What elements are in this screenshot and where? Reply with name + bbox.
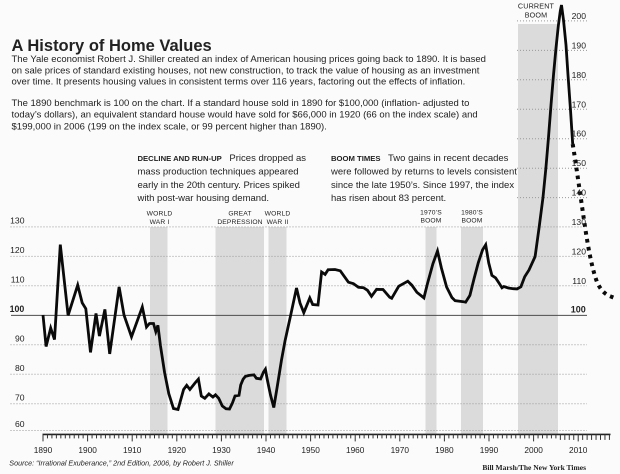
svg-text:1960: 1960 bbox=[346, 445, 365, 455]
svg-text:1890: 1890 bbox=[34, 445, 53, 455]
svg-text:BOOM: BOOM bbox=[420, 218, 441, 225]
svg-text:1900: 1900 bbox=[78, 445, 97, 455]
svg-text:A History of Home Values: A History of Home Values bbox=[12, 37, 212, 55]
svg-text:1910: 1910 bbox=[123, 445, 142, 455]
svg-text:WAR II: WAR II bbox=[267, 219, 289, 226]
svg-text:60: 60 bbox=[15, 419, 25, 429]
svg-text:over time. It presents housing: over time. It presents housing values in… bbox=[12, 77, 466, 88]
svg-text:WAR I: WAR I bbox=[150, 219, 170, 226]
svg-text:CURRENT: CURRENT bbox=[518, 2, 555, 11]
svg-text:80: 80 bbox=[15, 363, 25, 373]
svg-text:1980: 1980 bbox=[435, 445, 454, 455]
svg-text:100: 100 bbox=[10, 304, 25, 314]
svg-text:180: 180 bbox=[572, 70, 587, 80]
svg-text:on sale prices of standard exi: on sale prices of standard existing hous… bbox=[12, 65, 480, 76]
svg-text:today’s dollars), an equivalen: today’s dollars), an equivalent standard… bbox=[12, 110, 478, 121]
svg-text:90: 90 bbox=[15, 334, 25, 344]
svg-text:110: 110 bbox=[11, 275, 25, 285]
svg-text:1950: 1950 bbox=[301, 445, 320, 455]
svg-text:Bill Marsh/The New York Times: Bill Marsh/The New York Times bbox=[482, 463, 586, 472]
svg-text:early in the 20th century. Pri: early in the 20th century. Prices spiked bbox=[138, 180, 300, 191]
svg-text:1980’S: 1980’S bbox=[461, 210, 483, 217]
svg-text:190: 190 bbox=[572, 40, 587, 50]
svg-text:120: 120 bbox=[10, 245, 25, 255]
svg-text:110: 110 bbox=[572, 276, 586, 286]
svg-text:DEPRESSION: DEPRESSION bbox=[217, 219, 262, 226]
svg-text:The 1890 benchmark is 100 on t: The 1890 benchmark is 100 on the chart. … bbox=[12, 98, 470, 109]
svg-text:1970’S: 1970’S bbox=[420, 210, 442, 217]
svg-text:GREAT: GREAT bbox=[228, 211, 251, 218]
svg-text:BOOM: BOOM bbox=[525, 11, 548, 20]
svg-text:170: 170 bbox=[572, 99, 587, 109]
svg-text:$199,000 in 2006 (199 on the i: $199,000 in 2006 (199 on the index scale… bbox=[12, 121, 327, 132]
svg-text:1970: 1970 bbox=[391, 445, 410, 455]
svg-text:130: 130 bbox=[10, 216, 25, 226]
svg-text:Source: “Irrational Exuberance: Source: “Irrational Exuberance,” 2nd Edi… bbox=[9, 459, 234, 468]
svg-text:BOOM: BOOM bbox=[461, 218, 482, 225]
svg-text:mass production techniques app: mass production techniques appeared bbox=[138, 166, 299, 177]
svg-text:2010: 2010 bbox=[569, 445, 588, 455]
svg-text:120: 120 bbox=[572, 246, 587, 256]
svg-text:200: 200 bbox=[572, 11, 587, 21]
svg-text:BOOM TIMES Two gains in recent: BOOM TIMES Two gains in recent decades bbox=[331, 153, 509, 164]
svg-text:since the late 1950’s. Since 1: since the late 1950’s. Since 1997, the i… bbox=[331, 180, 514, 191]
svg-text:100: 100 bbox=[571, 304, 586, 314]
svg-text:130: 130 bbox=[572, 217, 587, 227]
svg-text:WORLD: WORLD bbox=[147, 211, 173, 218]
svg-text:were followed by returns to le: were followed by returns to levels consi… bbox=[330, 166, 517, 177]
svg-text:150: 150 bbox=[572, 158, 587, 168]
svg-text:1940: 1940 bbox=[257, 445, 276, 455]
svg-text:160: 160 bbox=[572, 129, 587, 139]
svg-text:1990: 1990 bbox=[480, 445, 499, 455]
svg-text:The Yale economist Robert J. S: The Yale economist Robert J. Shiller cre… bbox=[12, 54, 486, 65]
svg-text:2000: 2000 bbox=[524, 445, 543, 455]
svg-text:1920: 1920 bbox=[168, 445, 187, 455]
svg-text:140: 140 bbox=[572, 188, 587, 198]
svg-text:1930: 1930 bbox=[212, 445, 231, 455]
svg-text:has risen about 83 percent.: has risen about 83 percent. bbox=[331, 193, 446, 204]
svg-text:DECLINE AND RUN-UP Prices drop: DECLINE AND RUN-UP Prices dropped as bbox=[138, 153, 307, 164]
svg-text:70: 70 bbox=[15, 392, 25, 402]
svg-text:with post-war housing demand.: with post-war housing demand. bbox=[137, 193, 270, 204]
svg-text:WORLD: WORLD bbox=[265, 211, 291, 218]
